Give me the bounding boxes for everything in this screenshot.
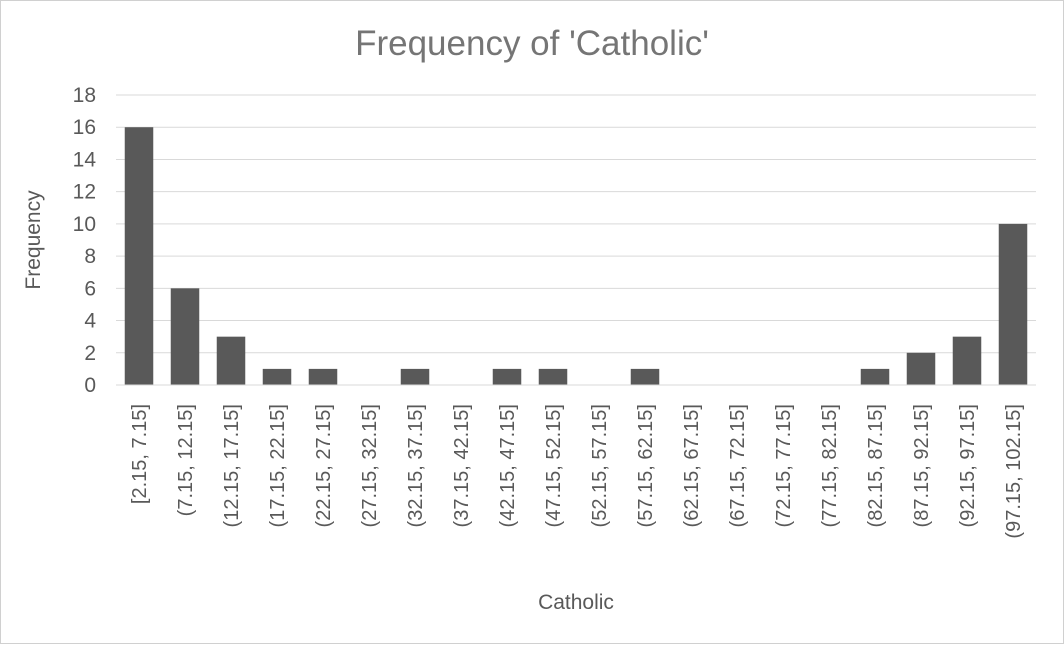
chart-title: Frequency of 'Catholic'	[355, 24, 709, 63]
x-axis-ticks: [2.15, 7.15] (7.15, 12.15] (12.15, 17.15] (…	[129, 404, 1025, 539]
bar	[170, 288, 200, 385]
y-tick-label: 6	[84, 277, 96, 300]
x-axis-label: Catholic	[538, 591, 614, 614]
bar	[998, 223, 1028, 385]
bar	[216, 336, 246, 385]
y-tick-label: 14	[73, 148, 97, 171]
x-tick-label: (12.15, 17.15]	[221, 404, 243, 527]
x-tick-label: (57.15, 62.15]	[635, 404, 657, 527]
gridlines	[116, 94, 1036, 354]
bar	[906, 352, 936, 385]
bar	[262, 368, 292, 385]
x-tick-label: (52.15, 57.15]	[589, 404, 611, 527]
y-tick-label: 0	[84, 374, 96, 397]
y-tick-label: 10	[73, 213, 96, 236]
x-tick-label: (47.15, 52.15]	[543, 404, 565, 527]
y-tick-label: 2	[84, 342, 96, 365]
y-tick-label: 4	[84, 310, 96, 333]
y-tick-label: 12	[73, 181, 96, 204]
x-tick-label: (92.15, 97.15]	[957, 404, 979, 527]
x-tick-label: (62.15, 67.15]	[681, 404, 703, 527]
x-tick-label: [2.15, 7.15]	[129, 404, 151, 504]
x-tick-label: (82.15, 87.15]	[865, 404, 887, 527]
bar	[952, 336, 982, 385]
y-axis-ticks: 0 2 4 6 8 10 12 14 16 18	[73, 84, 97, 397]
x-tick-label: (67.15, 72.15]	[727, 404, 749, 527]
bar	[860, 368, 890, 385]
x-tick-label: (97.15, 102.15]	[1003, 404, 1025, 539]
bar	[124, 127, 154, 385]
x-tick-label: (7.15, 12.15]	[175, 404, 197, 516]
bar	[538, 368, 568, 385]
x-tick-label: (22.15, 27.15]	[313, 404, 335, 527]
x-tick-label: (17.15, 22.15]	[267, 404, 289, 527]
x-tick-label: (72.15, 77.15]	[773, 404, 795, 527]
x-tick-label: (37.15, 42.15]	[451, 404, 473, 527]
x-tick-label: (27.15, 32.15]	[359, 404, 381, 527]
bar	[630, 368, 660, 385]
y-tick-label: 8	[84, 245, 96, 268]
y-tick-label: 18	[73, 84, 96, 107]
x-tick-label: (42.15, 47.15]	[497, 404, 519, 527]
y-tick-label: 16	[73, 116, 96, 139]
bar	[400, 368, 430, 385]
bar	[308, 368, 338, 385]
x-tick-label: (32.15, 37.15]	[405, 404, 427, 527]
x-tick-label: (87.15, 92.15]	[911, 404, 933, 527]
bar	[492, 368, 522, 385]
bars	[124, 127, 1028, 385]
x-tick-label: (77.15, 82.15]	[819, 404, 841, 527]
y-axis-label: Frequency	[22, 190, 45, 290]
